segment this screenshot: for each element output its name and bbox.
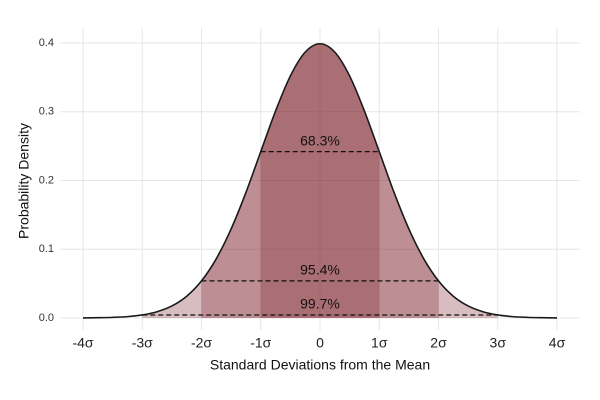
region-area [142,43,498,318]
x-tick-label: 2σ [430,335,447,351]
x-tick-label: -4σ [72,335,93,351]
x-tick-label: 3σ [490,335,507,351]
density-curve [82,42,558,319]
y-tick-label: 0.0 [39,312,54,324]
region-area [201,43,439,318]
region-label: 95.4% [300,262,340,278]
y-tick-label: 0.1 [39,243,54,255]
x-tick-label: -3σ [132,335,153,351]
x-axis-label: Standard Deviations from the Mean [210,357,430,373]
region-area [260,43,380,318]
region-label: 99.7% [300,296,340,312]
x-tick-label: 1σ [371,335,388,351]
x-tick-label: -1σ [250,335,271,351]
x-tick-label: 0 [316,335,324,351]
x-tick-label: 4σ [549,335,566,351]
y-tick-label: 0.3 [39,106,54,118]
x-tick-label: -2σ [191,335,212,351]
y-tick-label: 0.4 [39,37,54,49]
y-axis-label: Probability Density [16,123,32,239]
y-tick-label: 0.2 [39,174,54,186]
region-label: 68.3% [300,132,340,148]
